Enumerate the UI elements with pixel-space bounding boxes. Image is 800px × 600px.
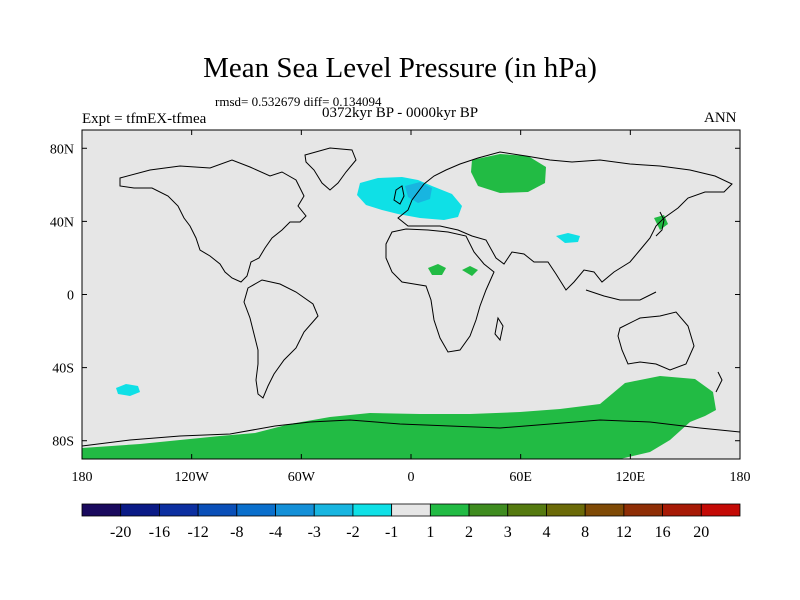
colorbar-swatch: [507, 503, 547, 517]
colorbar-label: -16: [149, 524, 170, 541]
x-tick-label: 180: [730, 470, 751, 485]
y-tick-label: 0: [67, 289, 74, 304]
y-tick-label: 40S: [52, 362, 74, 377]
y-tick-label: 40N: [50, 215, 74, 230]
colorbar-label: -1: [385, 524, 398, 541]
colorbar-label: -8: [230, 524, 243, 541]
colorbar-swatch: [275, 503, 315, 517]
x-tick-label: 0: [408, 470, 415, 485]
anomaly-south-pacific: [116, 384, 140, 396]
chart-title: Mean Sea Level Pressure (in hPa): [203, 52, 597, 84]
coast-uk: [393, 185, 405, 205]
colorbar-swatch: [584, 503, 625, 517]
x-tick-label: 60W: [288, 470, 316, 485]
anomaly-scandinavia: [405, 182, 432, 203]
experiment-label: Expt = tfmEX-tfmea: [82, 111, 207, 127]
y-tick-label: 80S: [52, 435, 74, 450]
colorbar-swatch: [313, 503, 354, 517]
colorbar-swatch: [391, 503, 431, 517]
colorbar-swatch: [159, 503, 199, 517]
anomaly-west-africa-east: [462, 266, 478, 276]
colorbar-label: 20: [693, 524, 709, 541]
colorbar-swatch: [468, 503, 509, 517]
colorbar-label: -20: [110, 524, 131, 541]
anomaly-southern-ocean: [82, 376, 716, 459]
period-label: 0372kyr BP - 0000kyr BP: [322, 105, 479, 121]
coast-japan: [655, 211, 665, 237]
coast-indonesia: [585, 289, 657, 301]
colorbar-swatch: [700, 503, 741, 517]
colorbar-swatch: [120, 503, 160, 517]
anomaly-japan: [654, 215, 668, 230]
coast-australia: [617, 311, 695, 371]
colorbar-label: -4: [269, 524, 282, 541]
coast-south-america: [243, 279, 319, 399]
anomaly-central-asia: [556, 233, 580, 243]
colorbar-label: 16: [655, 524, 671, 541]
colorbar-swatch: [429, 503, 470, 517]
colorbar-label: 3: [504, 524, 512, 541]
colorbar-label: -3: [308, 524, 321, 541]
coast-greenland: [304, 147, 357, 191]
coast-madagascar: [494, 316, 504, 342]
colorbar-label: 2: [465, 524, 473, 541]
coast-africa: [385, 228, 495, 353]
y-tick-label: 80N: [50, 142, 74, 157]
stats-label: rmsd= 0.532679 diff= 0.134094: [215, 94, 382, 109]
colorbar-swatch: [197, 503, 238, 517]
coast-north-america: [119, 159, 307, 283]
season-label: ANN: [704, 110, 737, 126]
x-tick-label: 120W: [175, 470, 210, 485]
colorbar-swatch: [546, 503, 586, 517]
colorbar-swatch: [352, 503, 393, 517]
anomaly-northern-russia: [471, 154, 546, 193]
x-tick-label: 180: [72, 470, 93, 485]
x-tick-label: 120E: [616, 470, 646, 485]
colorbar-label: -2: [346, 524, 359, 541]
anomaly-west-africa: [428, 264, 446, 275]
colorbar-swatch: [236, 503, 276, 517]
colorbar-label: 12: [616, 524, 632, 541]
colorbar-label: 4: [542, 524, 550, 541]
colorbar-swatch: [662, 503, 702, 517]
colorbar-swatch: [81, 503, 122, 517]
x-tick-label: 60E: [509, 470, 532, 485]
coast-eurasia: [397, 151, 733, 291]
coast-new-zealand: [715, 371, 723, 393]
colorbar-label: 1: [426, 524, 434, 541]
coast-antarctica: [82, 419, 740, 447]
colorbar-label: -12: [187, 524, 208, 541]
colorbar-label: 8: [581, 524, 589, 541]
anomaly-north-atlantic: [357, 177, 462, 220]
colorbar-swatch: [623, 503, 663, 517]
